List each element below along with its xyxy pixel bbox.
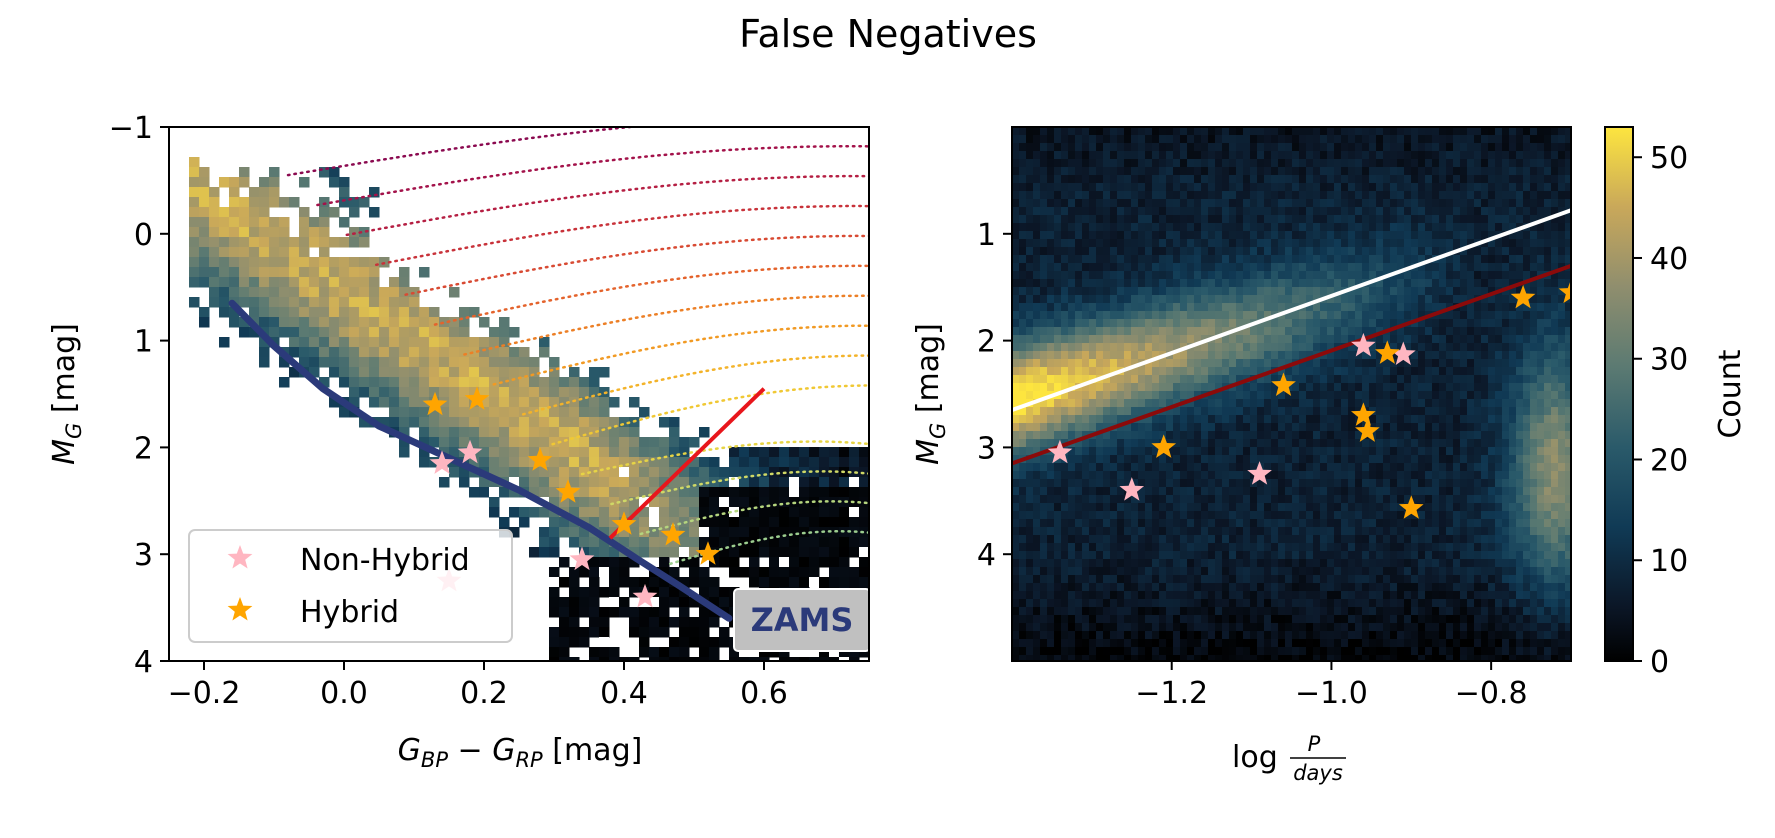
pl-y-tick-label-1: 2 — [977, 325, 996, 360]
cmd-x-tick-label-3: 0.4 — [600, 676, 648, 711]
legend-star-marker-1 — [227, 597, 253, 621]
cmd-x-ticks: −0.2 0.0 0.2 0.4 0.6 — [168, 661, 788, 711]
pl-hybrid-star-7 — [1558, 279, 1571, 304]
cmd-hybrid-star-2 — [527, 447, 553, 471]
pl-non-hybrid-star-3 — [1351, 332, 1376, 357]
legend-hybrid-label: Hybrid — [300, 595, 399, 630]
pl-hybrid-star-2 — [1351, 402, 1376, 426]
colorbar-tick-label-4: 40 — [1650, 242, 1688, 277]
pl-density-heatmap — [1012, 127, 1571, 661]
zams-annotation: ZAMS — [733, 588, 871, 652]
pl-hybrid-star-3 — [1355, 418, 1380, 442]
pl-panel: −1.2 −1.0 −0.8 1 2 3 4 log P days MG [mag] — [911, 126, 1572, 785]
cmd-y-axis-label: MG [mag] — [47, 323, 86, 465]
figure-title: False Negatives — [739, 12, 1037, 56]
pl-y-ticks: 1 2 3 4 — [977, 218, 1012, 573]
cmd-y-tick-label-5: 4 — [134, 645, 153, 680]
pl-hybrid-star-5 — [1398, 495, 1424, 519]
pl-x-tick-label-1: −1.0 — [1295, 676, 1368, 711]
cmd-y-tick-label-4: 3 — [134, 538, 153, 573]
cmd-hybrid-star-4 — [611, 511, 637, 535]
pl-x-label-numerator: P — [1308, 732, 1321, 756]
colorbar-gradient — [1604, 126, 1634, 662]
pl-hybrid-star-6 — [1510, 284, 1536, 309]
colorbar-ticks: 0 10 20 30 40 50 — [1633, 141, 1688, 680]
pl-non-hybrid-star-4 — [1390, 341, 1416, 365]
legend-hybrid-star-icon — [227, 597, 253, 621]
cmd-non-hybrid-star-1 — [457, 439, 483, 464]
cmd-hybrid-star-5 — [660, 522, 686, 546]
pl-x-tick-label-0: −1.2 — [1135, 676, 1208, 711]
colorbar: 0 10 20 30 40 50 Count — [1604, 126, 1748, 680]
cmd-x-tick-label-2: 0.2 — [460, 676, 508, 711]
cmd-x-axis-label: GBP − GRP [mag] — [398, 733, 643, 772]
cmd-y-ticks: −1 0 1 2 3 4 — [109, 111, 169, 680]
pl-y-tick-label-2: 3 — [977, 431, 996, 466]
pl-hybrid-star-1 — [1271, 372, 1296, 396]
pl-y-tick-label-3: 4 — [977, 538, 996, 573]
pl-hybrid-star-4 — [1375, 340, 1400, 364]
pl-non-hybrid-star-0 — [1047, 439, 1073, 464]
colorbar-tick-label-5: 50 — [1650, 141, 1688, 176]
colorbar-label: Count — [1713, 349, 1748, 438]
pl-star-markers — [1047, 279, 1571, 519]
cmd-y-tick-label-2: 1 — [134, 325, 153, 360]
cmd-x-tick-label-0: −0.2 — [168, 676, 241, 711]
cmd-non-hybrid-star-3 — [632, 583, 658, 608]
cmd-x-tick-label-1: 0.0 — [320, 676, 368, 711]
legend-frame — [188, 529, 513, 643]
legend-non-hybrid-star-icon — [227, 545, 253, 569]
cmd-y-tick-label-0: −1 — [109, 111, 153, 146]
cmd-x-tick-label-4: 0.6 — [740, 676, 788, 711]
cmd-non-hybrid-star-2 — [569, 546, 595, 571]
cmd-hybrid-star-3 — [555, 479, 581, 503]
white-relation-line — [1012, 208, 1571, 412]
cmd-panel: ZAMS Non-Hybrid Hybrid −0.2 0.0 0.2 0.4 0.6 … — [47, 111, 871, 772]
legend: Non-Hybrid Hybrid — [188, 529, 513, 643]
pl-non-hybrid-star-1 — [1119, 477, 1145, 501]
cmd-y-tick-label-3: 2 — [134, 431, 153, 466]
cmd-hybrid-star-0 — [422, 391, 448, 416]
red-boundary-line — [608, 387, 766, 540]
legend-non-hybrid-label: Non-Hybrid — [300, 543, 470, 578]
cmd-non-hybrid-star-0 — [429, 450, 455, 474]
pl-x-ticks: −1.2 −1.0 −0.8 — [1135, 661, 1528, 711]
cmd-hybrid-star-1 — [464, 386, 490, 410]
pl-x-tick-label-2: −0.8 — [1455, 676, 1528, 711]
legend-star-marker-0 — [227, 545, 253, 569]
pl-non-hybrid-star-2 — [1247, 461, 1272, 485]
zams-label: ZAMS — [751, 601, 854, 639]
cmd-hybrid-star-6 — [695, 541, 721, 565]
pl-x-label-log: log — [1232, 740, 1278, 775]
pl-axes-frame — [1011, 126, 1572, 662]
cmd-y-tick-label-1: 0 — [134, 218, 153, 253]
colorbar-tick-label-3: 30 — [1650, 343, 1688, 378]
pl-y-axis-label: MG [mag] — [911, 323, 950, 465]
zams-line — [228, 299, 733, 622]
pl-x-label-denominator: days — [1293, 761, 1343, 785]
cmd-axes-frame — [168, 126, 870, 662]
dark-red-relation-line — [1012, 263, 1571, 466]
colorbar-tick-label-0: 0 — [1650, 645, 1669, 680]
pl-hybrid-star-0 — [1151, 434, 1177, 458]
colorbar-tick-label-2: 20 — [1650, 443, 1688, 478]
colorbar-tick-label-1: 10 — [1650, 544, 1688, 579]
pl-x-axis-label: log P days — [1232, 732, 1346, 785]
pl-y-tick-label-0: 1 — [977, 218, 996, 253]
